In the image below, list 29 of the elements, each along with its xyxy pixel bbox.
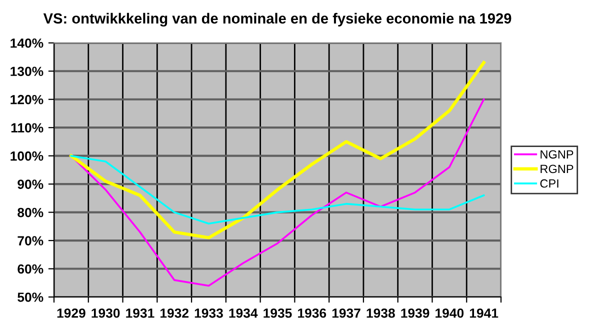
x-tick-label: 1929 — [57, 308, 86, 318]
y-tick-label: 130% — [10, 66, 44, 76]
x-tick-label: 1938 — [366, 308, 395, 318]
y-tick-label: 50% — [18, 292, 44, 302]
y-tick-label: 140% — [10, 38, 44, 48]
x-tick-label: 1940 — [436, 308, 464, 318]
line-series — [70, 154, 485, 224]
x-tick-label: 1930 — [92, 308, 120, 318]
line-series — [70, 61, 486, 240]
x-tick-label: 1936 — [298, 308, 326, 318]
legend-label: RGNP — [540, 164, 574, 174]
x-tick-label: 1932 — [160, 308, 188, 318]
chart-title: VS: ontwikkkeling van de nominale en de fysieke economie na 1929 — [43, 12, 512, 27]
y-tick-label: 70% — [18, 236, 44, 246]
legend-label: CPI — [540, 179, 558, 188]
legend-label: NGNP — [540, 150, 574, 159]
y-tick-label: 100% — [10, 151, 44, 161]
x-tick-label: 1931 — [126, 308, 154, 318]
y-tick-label: 60% — [18, 264, 44, 274]
x-tick-label: 1935 — [264, 308, 292, 318]
x-tick-label: 1939 — [401, 308, 430, 318]
x-tick-label: 1934 — [229, 308, 258, 318]
y-tick-label: 120% — [10, 94, 44, 104]
x-tick-label: 1937 — [332, 308, 360, 318]
x-tick-label: 1941 — [470, 308, 498, 318]
y-tick-label: 80% — [18, 208, 44, 218]
x-tick-label: 1933 — [194, 308, 223, 318]
y-tick-label: 90% — [18, 180, 44, 189]
y-tick-label: 110% — [11, 123, 44, 133]
